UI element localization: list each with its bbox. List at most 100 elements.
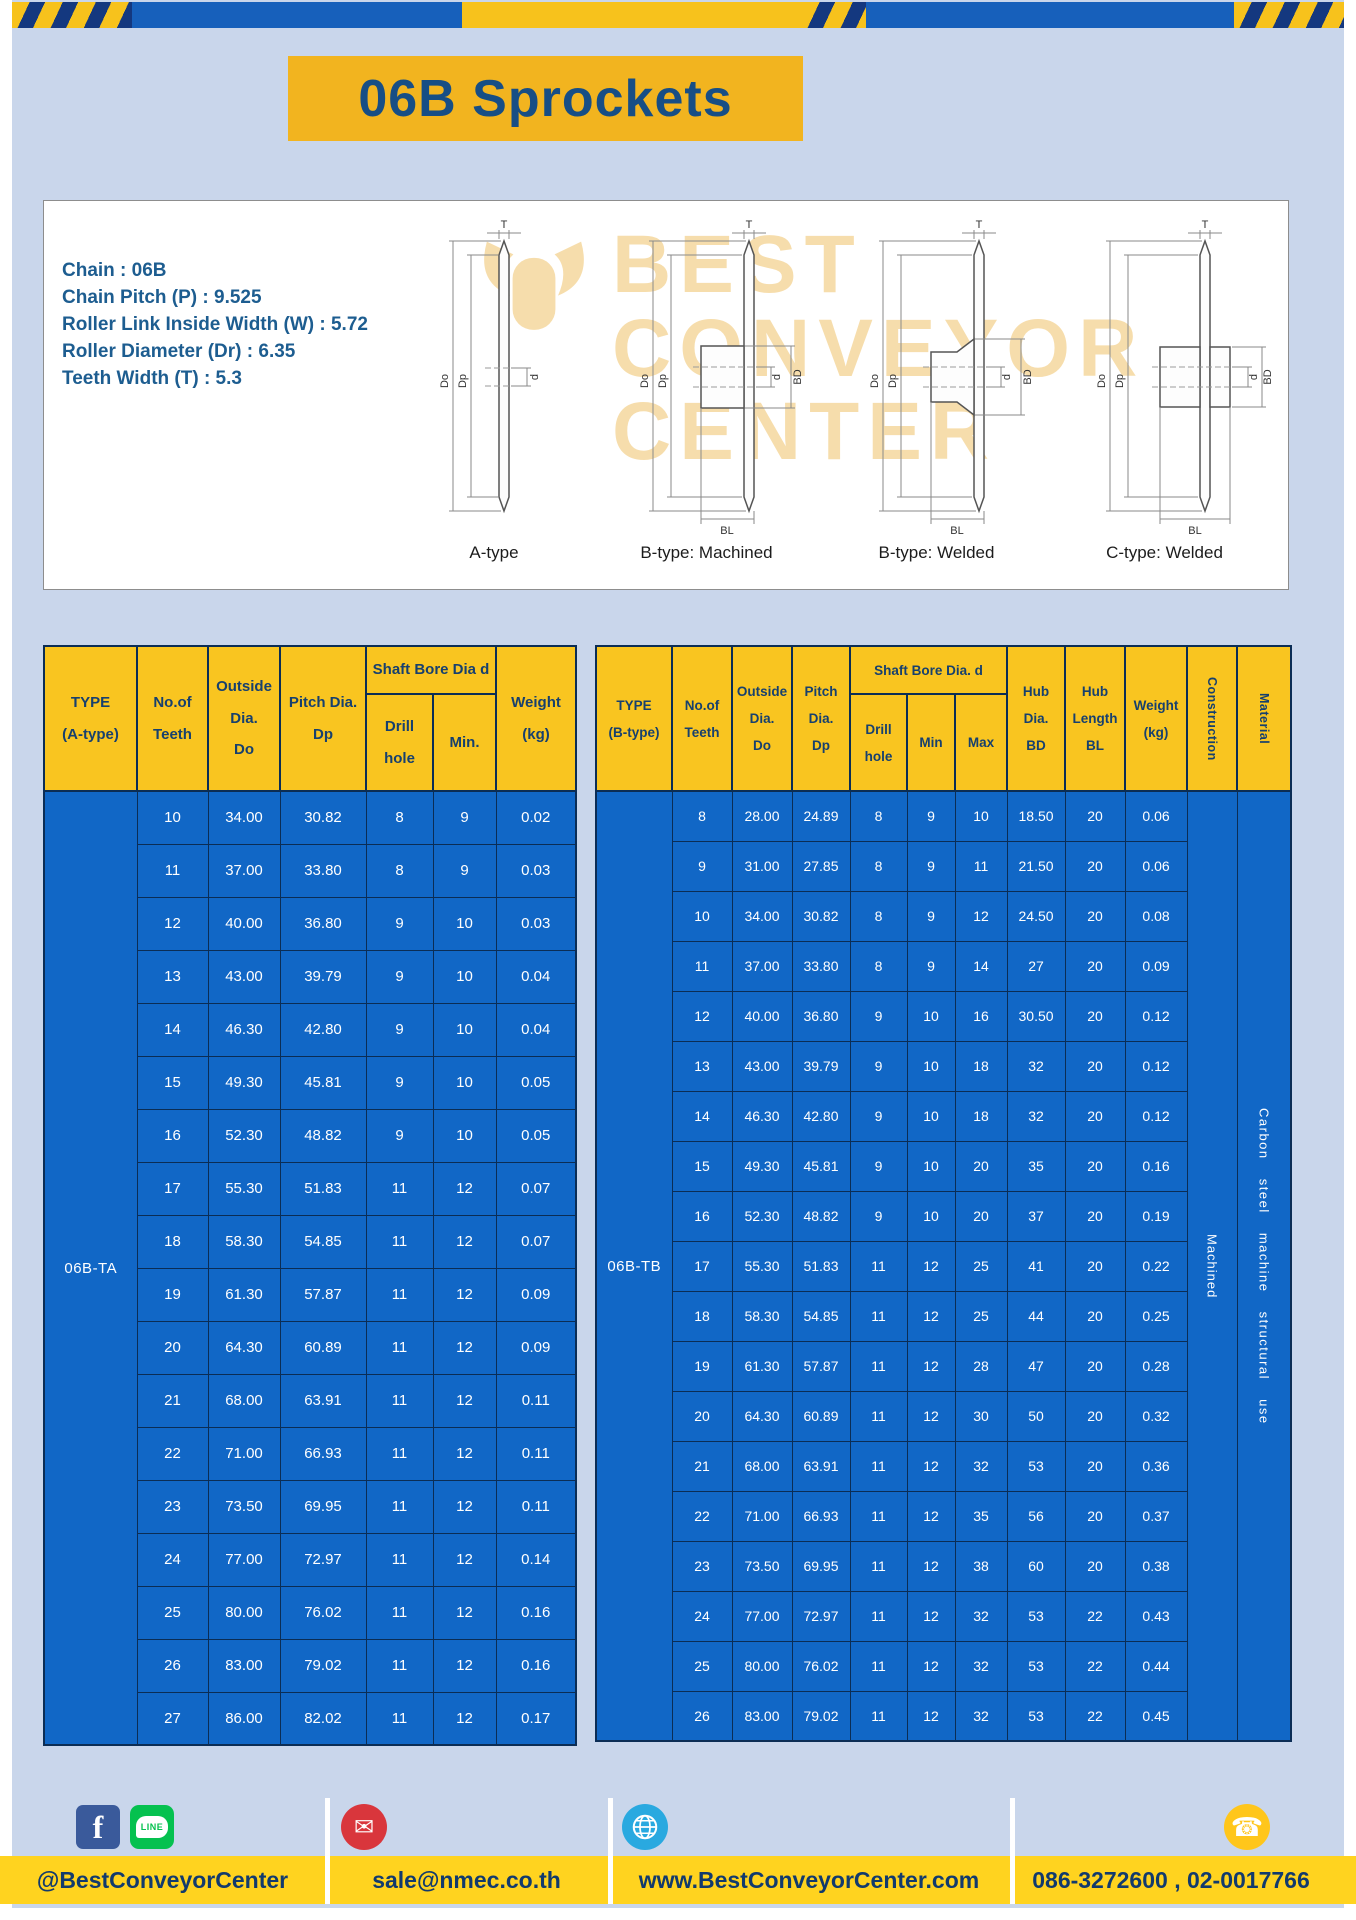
globe-icon[interactable] [622, 1804, 668, 1850]
table-cell: 12 [906, 1340, 956, 1392]
table-cell: 11 [849, 1290, 908, 1342]
table-cell: 22 [671, 1490, 733, 1542]
table-cell: 22 [1064, 1590, 1126, 1642]
table-cell: 71.00 [207, 1426, 281, 1481]
table-cell: 76.02 [791, 1640, 851, 1692]
table-cell: 0.11 [495, 1479, 577, 1534]
table-cell: 53 [1006, 1690, 1066, 1742]
social-handle[interactable]: @BestConveyorCenter [36, 1867, 289, 1893]
table-cell: 8 [365, 790, 434, 845]
col-header-pitch-dia: Pitch Dia. Dp [791, 645, 851, 792]
dim-label-BL: BL [950, 525, 963, 537]
table-cell: 36.80 [279, 896, 367, 951]
table-cell: 18 [954, 1090, 1008, 1142]
footer: f LINE @BestConveyorCenter ✉ sale@nmec.c… [0, 1798, 1356, 1904]
table-cell: 12 [906, 1240, 956, 1292]
table-cell: 33.80 [279, 843, 367, 898]
table-cell: 24 [136, 1532, 209, 1587]
table-cell: 10 [432, 1002, 497, 1057]
table-cell: 21 [136, 1373, 209, 1428]
line-icon[interactable]: LINE [130, 1805, 174, 1849]
table-cell: 12 [906, 1440, 956, 1492]
table-cell: 83.00 [731, 1690, 793, 1742]
diagram-caption: B-type: Welded [878, 543, 995, 562]
table-cell: 12 [432, 1267, 497, 1322]
table-cell: 0.37 [1124, 1490, 1188, 1542]
table-cell: 20 [1064, 790, 1126, 842]
table-cell: 51.83 [279, 1161, 367, 1216]
table-cell: 11 [954, 840, 1008, 892]
table-cell: 58.30 [731, 1290, 793, 1342]
table-cell: 11 [365, 1585, 434, 1640]
mail-icon[interactable]: ✉ [341, 1804, 387, 1850]
table-row: 14 46.30 42.80 9 10 18 32 20 0.12 [596, 1090, 1291, 1142]
table-cell: 0.05 [495, 1055, 577, 1110]
table-cell: 61.30 [207, 1267, 281, 1322]
table-cell: 15 [671, 1140, 733, 1192]
table-cell: 0.36 [1124, 1440, 1188, 1492]
table-cell: 26 [136, 1638, 209, 1693]
table-row: 24 77.00 72.97 11 12 0.14 [44, 1532, 577, 1587]
table-cell: 9 [365, 1002, 434, 1057]
table-row: 17 55.30 51.83 11 12 25 41 20 0.22 [596, 1240, 1291, 1292]
table-cell: 11 [365, 1320, 434, 1375]
spec-line: Teeth Width (T) : 5.3 [62, 368, 242, 389]
col-header-shaft-bore-group: Shaft Bore Dia d [365, 645, 497, 695]
table-cell: 53 [1006, 1640, 1066, 1692]
table-cell: 20 [136, 1320, 209, 1375]
title-banner: 06B Sprockets [288, 56, 803, 141]
table-cell: 30 [954, 1390, 1008, 1442]
table-cell: 10 [906, 1190, 956, 1242]
diagram-b-type-welded: T Do Dp d BD BL B-type: Welded [829, 219, 1044, 563]
table-cell: 11 [849, 1690, 908, 1742]
table-row: 22 71.00 66.93 11 12 35 56 20 0.37 [596, 1490, 1291, 1542]
table-cell: 30.82 [279, 790, 367, 845]
table-cell: 37.00 [207, 843, 281, 898]
table-cell: 35 [1006, 1140, 1066, 1192]
table-row: 19 61.30 57.87 11 12 0.09 [44, 1267, 577, 1322]
table-cell: 66.93 [279, 1426, 367, 1481]
table-cell: 20 [1064, 1440, 1126, 1492]
table-cell: 11 [849, 1240, 908, 1292]
table-row: 11 37.00 33.80 8 9 0.03 [44, 843, 577, 898]
chain-specs: Chain : 06B Chain Pitch (P) : 9.525 Roll… [62, 257, 368, 392]
table-cell: 11 [849, 1590, 908, 1642]
table-cell: 44 [1006, 1290, 1066, 1342]
website-url[interactable]: www.BestConveyorCenter.com [638, 1867, 980, 1893]
table-cell: 60.89 [279, 1320, 367, 1375]
table-cell: 14 [954, 940, 1008, 992]
table-cell: 0.07 [495, 1161, 577, 1216]
col-header-shaft-bore-group: Shaft Bore Dia. d [848, 645, 1009, 695]
diagram-b-type-machined: T Do Dp d BD BL B-type: Machined [599, 219, 814, 563]
table-row: 15 49.30 45.81 9 10 20 35 20 0.16 [596, 1140, 1291, 1192]
dim-label-BL: BL [720, 525, 733, 537]
table-cell: 0.12 [1124, 990, 1188, 1042]
footer-zone-phone: ☎ 086-3272600 , 02-0017766 [1010, 1798, 1332, 1904]
table-cell: 9 [906, 790, 956, 842]
facebook-icon[interactable]: f [76, 1805, 120, 1849]
phone-icon[interactable]: ☎ [1224, 1804, 1270, 1850]
table-cell: 21 [671, 1440, 733, 1492]
footer-divider [325, 1798, 330, 1904]
phone-numbers[interactable]: 086-3272600 , 02-0017766 [1032, 1867, 1310, 1893]
table-cell: 10 [954, 790, 1008, 842]
table-cell: 39.79 [279, 949, 367, 1004]
footer-divider [1010, 1798, 1015, 1904]
table-cell: 8 [671, 790, 733, 842]
table-cell: 0.06 [1124, 840, 1188, 892]
col-header-hub-dia: Hub Dia. BD [1006, 645, 1067, 792]
table-cell: 24.50 [1006, 890, 1066, 942]
table-cell: 9 [365, 896, 434, 951]
table-cell: 8 [849, 890, 908, 942]
col-header-teeth: No.of Teeth [136, 645, 209, 792]
table-cell: 9 [849, 1140, 908, 1192]
dim-label-d: d [529, 374, 541, 380]
email-address[interactable]: sale@nmec.co.th [372, 1867, 561, 1893]
table-cell: 14 [671, 1090, 733, 1142]
table-row: 15 49.30 45.81 9 10 0.05 [44, 1055, 577, 1110]
col-header-drill-hole: Drill hole [365, 693, 434, 792]
dim-label-BD: BD [1262, 369, 1274, 384]
table-cell: 20 [1064, 940, 1126, 992]
table-row: 16 52.30 48.82 9 10 0.05 [44, 1108, 577, 1163]
table-cell: 77.00 [731, 1590, 793, 1642]
